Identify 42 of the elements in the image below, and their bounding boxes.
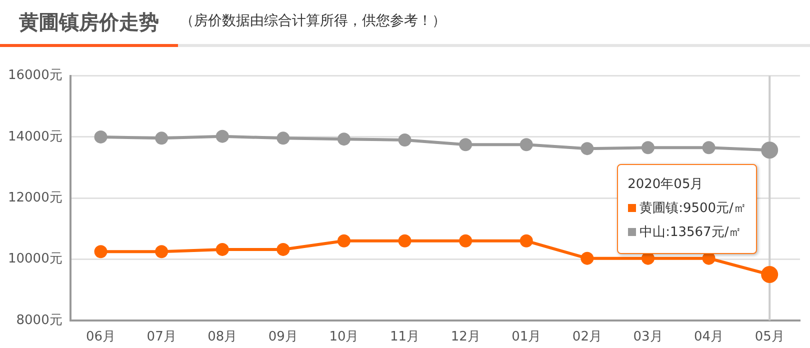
point (580, 142, 594, 156)
y-tick-label: 8000元 (16, 312, 62, 328)
x-tick-label: 02月 (572, 330, 602, 345)
x-tick-label: 08月 (208, 330, 238, 345)
point (94, 130, 108, 144)
point (155, 132, 168, 145)
x-tick-label: 07月 (146, 330, 176, 345)
point (398, 234, 412, 248)
point (702, 141, 716, 154)
x-tick-label: 01月 (512, 330, 542, 345)
point (276, 132, 290, 145)
annotation: 2020年05月 (628, 176, 704, 194)
point (459, 138, 472, 152)
annotation: 黄圃镇:9500元/㎡ (638, 200, 746, 218)
y-tick-label: 12000元 (8, 190, 62, 206)
annotation: 中山:13567元/㎡ (638, 224, 743, 242)
point (337, 132, 350, 146)
point (398, 134, 412, 147)
point (276, 242, 290, 256)
point (520, 138, 533, 152)
point (641, 141, 654, 154)
x-tick-label: 04月 (694, 330, 724, 345)
chart-subtitle: （房价数据由综合计算所得，供您参考！） (180, 12, 446, 30)
x-tick-label: 06月 (86, 330, 116, 345)
chart-title: 黄圃镇房价走势 (0, 0, 178, 47)
x-tick-label: 12月 (450, 330, 480, 345)
y-tick-label: 10000元 (8, 252, 62, 267)
point (216, 130, 229, 143)
x-tick-label: 11月 (390, 330, 420, 345)
point (580, 252, 594, 265)
point (520, 234, 533, 248)
x-tick-label: 03月 (633, 330, 663, 345)
x-tick-label: 09月 (268, 330, 298, 345)
y-tick-label: 14000元 (8, 129, 62, 144)
point (337, 234, 350, 248)
point (459, 234, 472, 248)
x-tick-label: 05月 (754, 330, 784, 345)
y-tick-label: 16000元 (8, 68, 62, 84)
point (216, 242, 229, 256)
point (94, 245, 108, 258)
point (155, 245, 168, 258)
x-tick-label: 10月 (329, 330, 359, 345)
